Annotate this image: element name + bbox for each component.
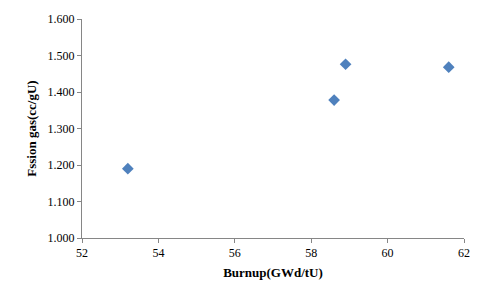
svg-text:52: 52	[76, 246, 88, 260]
svg-text:1.600: 1.600	[48, 12, 75, 26]
svg-text:Fssion gas(cc/gU): Fssion gas(cc/gU)	[24, 80, 39, 176]
svg-text:Burnup(GWd/tU): Burnup(GWd/tU)	[223, 265, 323, 280]
svg-text:1.000: 1.000	[48, 231, 75, 245]
svg-text:1.200: 1.200	[48, 158, 75, 172]
svg-text:62: 62	[458, 246, 470, 260]
svg-text:1.100: 1.100	[48, 195, 75, 209]
svg-text:58: 58	[305, 246, 317, 260]
svg-text:1.400: 1.400	[48, 85, 75, 99]
svg-text:56: 56	[229, 246, 241, 260]
svg-text:54: 54	[152, 246, 164, 260]
svg-text:1.300: 1.300	[48, 122, 75, 136]
svg-text:60: 60	[382, 246, 394, 260]
svg-text:1.500: 1.500	[48, 49, 75, 63]
